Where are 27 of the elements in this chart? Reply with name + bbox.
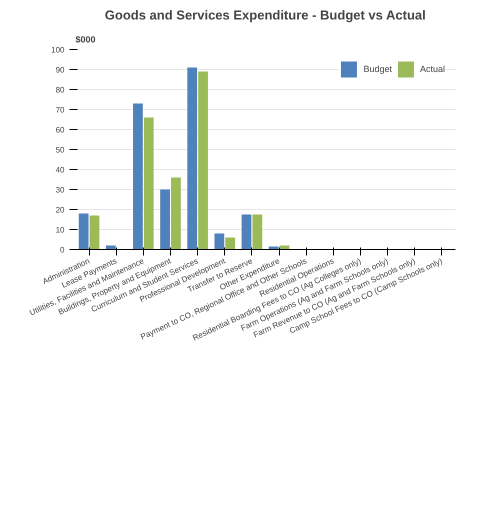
bar — [214, 234, 224, 250]
y-tick-label: 30 — [56, 186, 66, 194]
y-tick-label: 90 — [56, 66, 66, 74]
y-tick-label: 50 — [56, 146, 66, 154]
bar — [187, 68, 198, 250]
bar — [160, 190, 170, 250]
y-tick-label: 60 — [56, 126, 66, 134]
bar — [252, 214, 262, 250]
legend-label: Actual — [420, 64, 445, 74]
y-tick-label: 100 — [51, 46, 66, 54]
y-tick-label: 80 — [56, 86, 66, 94]
bar — [144, 118, 154, 250]
y-tick-label: 20 — [56, 206, 66, 214]
bar — [225, 238, 236, 250]
bar — [78, 214, 89, 250]
y-tick-label: 10 — [56, 226, 66, 234]
chart-title: Goods and Services Expenditure - Budget vs Actual — [104, 8, 426, 22]
bar — [171, 178, 181, 250]
legend-label: Budget — [363, 64, 392, 74]
y-tick-label: 70 — [56, 106, 66, 114]
y-tick-label: 0 — [60, 246, 66, 254]
bar — [90, 216, 100, 250]
y-tick-label: 40 — [56, 166, 66, 174]
bar — [198, 72, 208, 250]
bar — [242, 214, 252, 250]
bar — [133, 104, 143, 250]
y-axis-title: $000 — [76, 34, 96, 44]
